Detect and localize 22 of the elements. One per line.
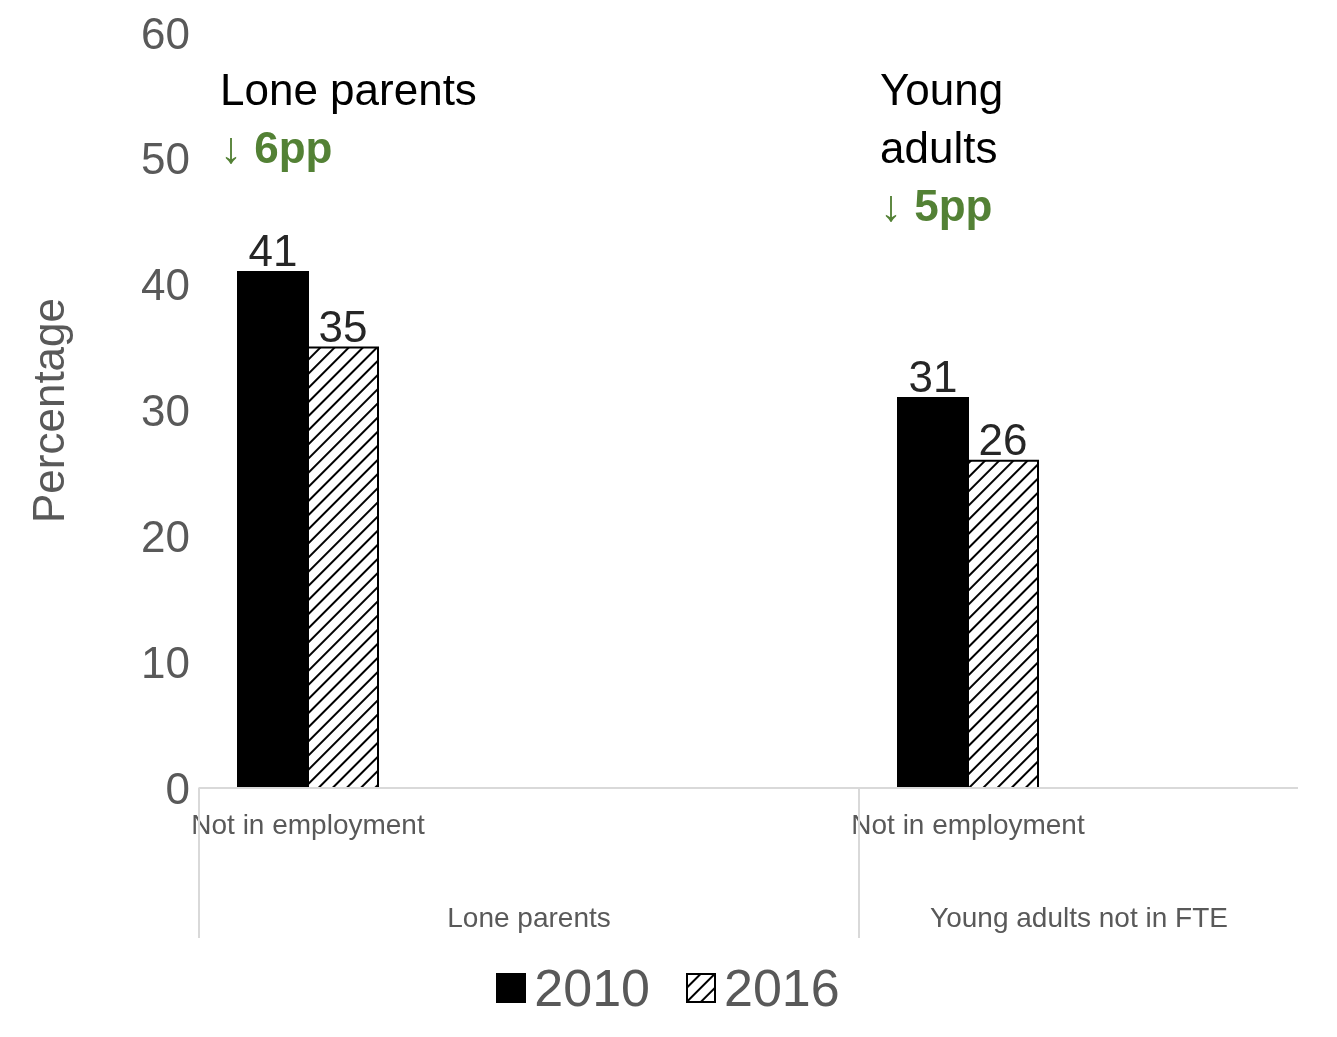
- y-tick-label: 50: [141, 134, 190, 184]
- y-tick-label: 0: [165, 763, 190, 813]
- legend-label: 2016: [724, 958, 840, 1018]
- annotation: ↓ 6pp: [220, 122, 334, 174]
- data-label: 41: [248, 226, 298, 276]
- y-axis-title: Percentage: [23, 297, 73, 524]
- y-tick-label: 20: [141, 511, 190, 561]
- annotation: Lone parents: [220, 64, 478, 116]
- x-tick-label: Not in employment: [851, 808, 1085, 840]
- y-tick-label: 10: [141, 637, 190, 687]
- data-label: 26: [978, 414, 1028, 464]
- legend-label: 2010: [534, 958, 650, 1018]
- x-tick-label: Not in employment: [191, 808, 425, 840]
- data-label: 31: [908, 351, 958, 401]
- data-label: 35: [318, 301, 368, 351]
- text: Young adults not in FTE: [929, 902, 1229, 934]
- annotation: Young adults: [880, 64, 1005, 174]
- y-tick-label: 30: [141, 386, 190, 436]
- annotation: ↓ 5pp: [880, 180, 994, 232]
- y-tick-label: 40: [141, 260, 190, 310]
- text: Lone parents: [446, 902, 612, 934]
- y-tick-label: 60: [141, 8, 190, 58]
